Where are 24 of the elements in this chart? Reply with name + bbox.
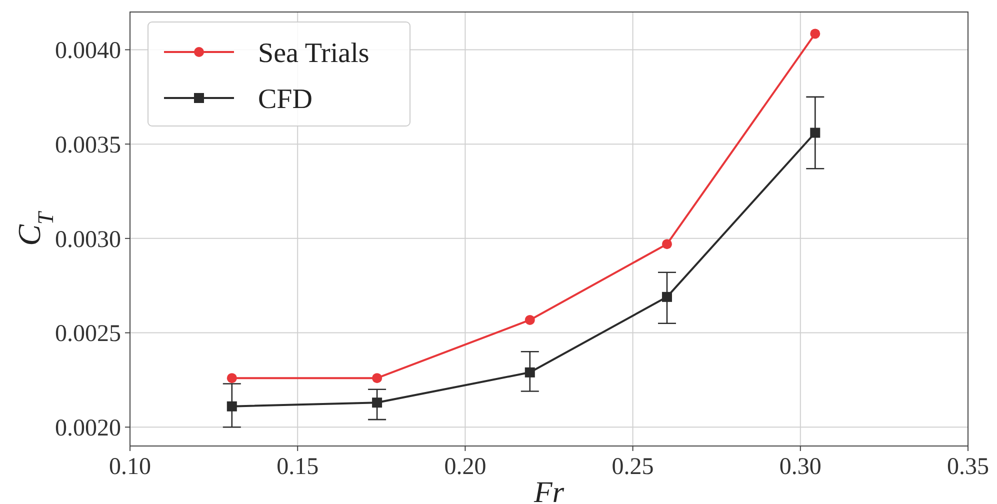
- point: [372, 373, 382, 384]
- point: [226, 401, 237, 412]
- y-tick-label: 0.0030: [55, 226, 121, 253]
- x-tick-label: 0.25: [612, 454, 654, 480]
- point: [372, 398, 382, 408]
- x-tick-label: 0.10: [109, 454, 151, 480]
- legend-label: Sea Trials: [258, 38, 370, 69]
- point: [524, 314, 535, 325]
- point: [662, 292, 672, 302]
- point: [524, 367, 535, 378]
- x-axis-title: Fr: [533, 476, 564, 504]
- x-tick-label: 0.30: [779, 454, 822, 480]
- y-tick-label: 0.0025: [55, 321, 121, 348]
- legend-label: CFD: [258, 84, 312, 115]
- x-tick-label: 0.35: [947, 454, 989, 480]
- x-tick-label: 0.15: [276, 454, 319, 480]
- point: [810, 28, 820, 39]
- y-tick-label: 0.0040: [55, 38, 121, 64]
- point: [810, 128, 820, 138]
- y-tick-label: 0.0020: [55, 416, 121, 442]
- y-tick-label: 0.0035: [55, 132, 121, 158]
- x-tick-label: 0.20: [444, 454, 486, 480]
- point: [226, 373, 237, 384]
- point: [662, 239, 672, 250]
